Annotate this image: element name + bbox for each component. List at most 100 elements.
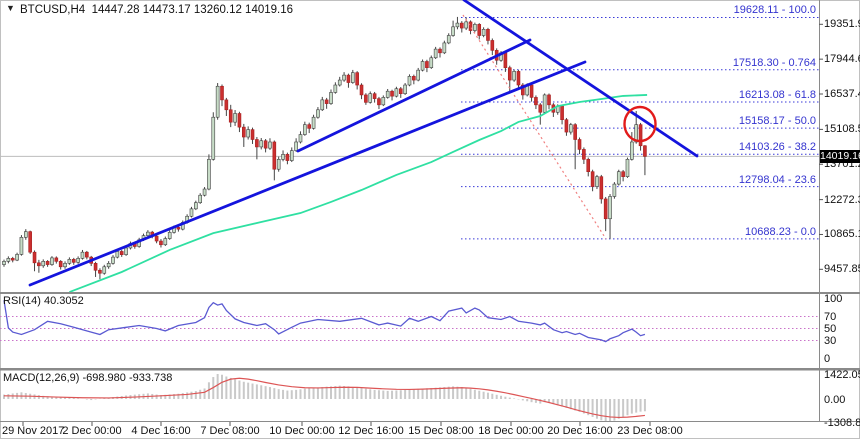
candle-body <box>215 85 220 118</box>
candle-body <box>643 145 647 157</box>
price-tick-label: 15108.50 <box>824 123 860 136</box>
candle-body <box>194 202 198 210</box>
candle-body <box>512 71 516 81</box>
fib-level-label: 17518.30 - 0.764 <box>732 56 816 69</box>
candle-body <box>146 231 150 236</box>
candle-body <box>255 139 259 148</box>
rsi-tick-label: 30 <box>824 335 837 347</box>
candle-body <box>233 113 237 123</box>
candle-body <box>455 22 460 28</box>
candle-body <box>242 126 246 138</box>
fib-level-label: 19628.11 - 100.0 <box>733 4 816 17</box>
candle-body <box>577 139 582 150</box>
macd-tick-label: 0.00 <box>824 394 846 406</box>
candle-body <box>119 251 124 255</box>
candle-body <box>54 257 59 262</box>
candle-body <box>15 254 19 261</box>
candle-body <box>377 98 381 106</box>
candle-body <box>106 263 111 268</box>
candle-body <box>303 124 307 135</box>
candle-body <box>250 129 255 140</box>
candle-body <box>398 88 403 94</box>
candle-body <box>634 124 639 143</box>
fib-level-label: 16213.08 - 61.8 <box>738 89 816 102</box>
ohlc-values: 14447.28 14473.17 13260.12 14019.16 <box>91 4 294 16</box>
candle-body <box>459 22 464 29</box>
candle-body <box>464 21 468 29</box>
candle-body <box>477 24 482 36</box>
candle-body <box>154 235 159 242</box>
candle-body <box>93 263 98 271</box>
candle-body <box>481 28 486 36</box>
candle-body <box>41 261 46 267</box>
rsi-tick-label: 70 <box>824 311 837 323</box>
candle-body <box>71 259 76 263</box>
candle-body <box>76 258 80 263</box>
candle-body <box>111 256 115 264</box>
fib-level-label: 14103.26 - 38.2 <box>738 141 816 154</box>
time-axis-label: 7 Dec 08:00 <box>200 425 260 437</box>
candle-body <box>542 94 547 113</box>
rsi-pane[interactable] <box>0 300 819 343</box>
fib-level-label: 12798.04 - 23.6 <box>738 173 816 186</box>
price-tick-label: 19351.90 <box>824 18 860 31</box>
candle-body <box>560 105 564 120</box>
candle-body <box>67 259 72 264</box>
candle-body <box>58 261 63 268</box>
time-axis-label: 4 Dec 16:00 <box>131 425 191 437</box>
candle-body <box>224 99 229 111</box>
price-pane[interactable] <box>0 0 819 292</box>
candle-body <box>521 84 525 96</box>
candle-body <box>568 124 573 133</box>
candle-body <box>2 261 6 265</box>
candle-body <box>564 119 569 133</box>
price-tick-label: 10865.10 <box>824 228 860 241</box>
ascending-support-trendline <box>28 60 587 287</box>
candle-body <box>311 116 316 129</box>
candle-body <box>621 171 625 177</box>
macd-pane[interactable] <box>3 374 646 422</box>
chart-menu-arrow-icon[interactable]: ▼ <box>6 3 15 13</box>
time-axis-label: 23 Dec 08:00 <box>617 425 683 437</box>
candle-body <box>198 194 202 203</box>
time-axis-label: 29 Nov 2017 <box>2 425 65 437</box>
candle-body <box>220 85 224 101</box>
candle-body <box>586 159 591 172</box>
candle-body <box>207 159 211 190</box>
symbol-period: BTCUSD,H4 <box>20 4 86 16</box>
candle-body <box>23 231 28 238</box>
time-axis-label: 10 Dec 00:00 <box>269 425 335 437</box>
candle-body <box>547 94 551 106</box>
candle-body <box>329 92 333 104</box>
candle-body <box>407 76 412 86</box>
price-tick-label: 12272.35 <box>824 193 860 206</box>
candle-body <box>263 140 268 149</box>
candle-body <box>403 84 407 94</box>
time-axis-label: 20 Dec 16:00 <box>547 425 613 437</box>
macd-signal-line <box>3 377 645 419</box>
candle-body <box>307 124 312 129</box>
candle-body <box>625 159 630 177</box>
time-axis-label: 18 Dec 00:00 <box>478 425 544 437</box>
candle-body <box>298 134 303 143</box>
macd-tick-label: 1422.059 <box>824 369 860 381</box>
candle-body <box>237 113 242 128</box>
candle-body <box>32 251 37 264</box>
candle-body <box>638 124 643 147</box>
candle-body <box>50 257 54 265</box>
candle-body <box>425 61 429 68</box>
candle-body <box>516 71 521 86</box>
highlight-circle <box>623 105 657 143</box>
candle-body <box>6 258 11 262</box>
candle-body <box>438 48 442 54</box>
candle-body <box>534 97 538 106</box>
candle-body <box>590 171 595 187</box>
candle-body <box>612 183 617 197</box>
candle-body <box>412 76 416 81</box>
candle-body <box>10 258 15 261</box>
candle-body <box>102 266 107 274</box>
candle-body <box>189 208 194 217</box>
candle-body <box>630 141 634 160</box>
candle-body <box>324 99 329 104</box>
